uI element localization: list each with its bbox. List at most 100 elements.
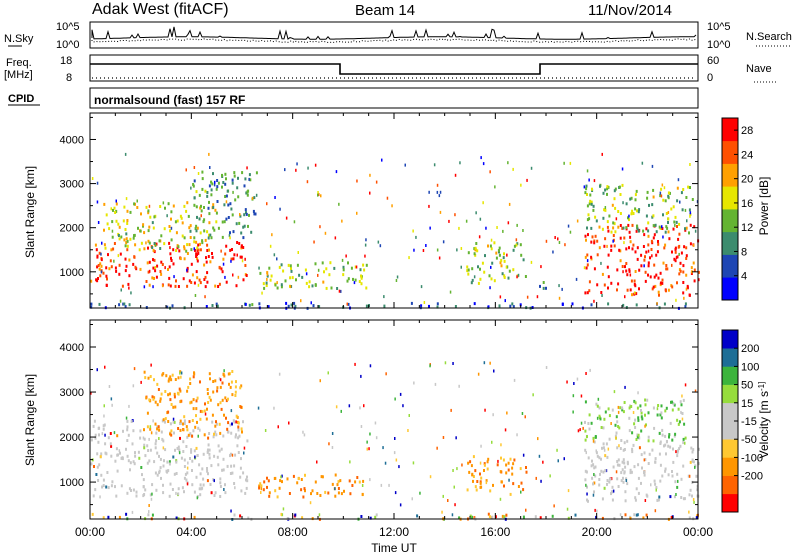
velocity-cell: [169, 422, 172, 426]
power-cell: [193, 203, 196, 207]
power-cell: [647, 261, 650, 265]
power-cell: [139, 267, 142, 271]
power-cell: [634, 270, 637, 273]
velocity-colorbar-tick-label: 15: [741, 398, 753, 410]
power-cell: [105, 266, 108, 270]
power-cell: [227, 216, 230, 219]
power-cell: [280, 283, 283, 287]
velocity-cell: [584, 448, 587, 452]
power-cell: [147, 209, 150, 213]
velocity-colorbar-segment: [722, 330, 738, 349]
velocity-cell: [596, 416, 599, 420]
velocity-cell: [170, 429, 173, 433]
power-cell: [161, 263, 164, 266]
velocity-cell: [636, 435, 639, 439]
power-cell: [682, 291, 685, 295]
power-cell: [651, 203, 654, 207]
velocity-cell: [660, 411, 663, 415]
velocity-cell: [634, 496, 637, 500]
velocity-cell: [622, 480, 625, 484]
velocity-cell: [278, 372, 281, 376]
velocity-cell: [623, 461, 626, 465]
velocity-cell: [602, 446, 605, 450]
power-cell: [365, 238, 367, 242]
velocity-cell: [150, 363, 152, 367]
velocity-cell: [592, 493, 595, 497]
velocity-cell: [494, 515, 497, 519]
power-cell: [501, 272, 504, 276]
power-cell: [244, 208, 247, 212]
power-cell: [118, 303, 121, 307]
freq-label-line2: [MHz]: [4, 69, 33, 81]
velocity-cell: [479, 461, 482, 465]
velocity-cell: [244, 491, 247, 495]
power-cell: [195, 252, 198, 256]
power-cell: [681, 208, 684, 212]
power-cell: [170, 259, 173, 262]
velocity-cell: [469, 460, 472, 464]
power-cell: [284, 279, 287, 283]
power-cell: [168, 225, 171, 228]
velocity-cell: [622, 476, 624, 480]
power-cell: [172, 262, 175, 266]
power-cell: [651, 215, 654, 219]
velocity-cell: [682, 398, 685, 402]
power-cell: [137, 226, 139, 230]
power-cell: [221, 220, 224, 224]
power-cell: [186, 284, 189, 288]
power-cell: [210, 193, 213, 197]
velocity-cell: [633, 399, 636, 403]
power-cell: [661, 227, 664, 230]
power-cell: [216, 200, 219, 203]
velocity-cell: [621, 460, 624, 464]
velocity-cell: [169, 482, 172, 486]
velocity-cell: [689, 488, 692, 492]
power-cell: [644, 270, 647, 274]
power-cell: [564, 243, 566, 247]
velocity-cell: [461, 463, 463, 467]
power-cell: [254, 212, 257, 216]
velocity-cell: [182, 450, 185, 453]
power-cell: [542, 281, 545, 284]
power-cell: [195, 190, 198, 194]
power-cell: [245, 212, 248, 216]
power-cell: [226, 189, 229, 193]
velocity-cell: [211, 413, 214, 417]
power-cell: [628, 268, 631, 272]
velocity-cell: [162, 483, 164, 487]
velocity-cell: [319, 494, 322, 497]
power-cell: [153, 250, 156, 254]
power-cell: [246, 193, 249, 197]
velocity-cell: [567, 489, 570, 493]
velocity-cell: [604, 410, 607, 414]
power-cell: [526, 178, 528, 182]
power-cell: [231, 213, 234, 217]
power-cell: [479, 277, 482, 281]
velocity-cell: [630, 405, 633, 408]
power-cell: [644, 279, 647, 283]
power-cell: [345, 254, 347, 258]
power-cell: [640, 253, 643, 257]
velocity-cell: [665, 440, 668, 444]
velocity-cell: [177, 445, 180, 449]
velocity-cell: [606, 482, 608, 486]
power-cell: [586, 218, 589, 222]
power-cell: [617, 225, 620, 229]
velocity-cell: [692, 448, 695, 452]
velocity-cell: [442, 436, 445, 439]
power-cell: [685, 254, 688, 258]
power-cell: [321, 261, 324, 265]
power-cell: [365, 304, 368, 308]
power-cell: [195, 205, 198, 209]
power-cell: [614, 187, 617, 191]
velocity-cell: [245, 486, 248, 490]
power-cell: [249, 178, 252, 182]
y-tick-label: 1000: [60, 267, 84, 279]
velocity-cell: [318, 513, 321, 517]
velocity-cell: [207, 401, 210, 404]
power-cell: [628, 230, 631, 234]
power-cell: [590, 200, 593, 204]
velocity-cell: [472, 479, 474, 483]
power-cell: [353, 281, 356, 285]
velocity-cell: [143, 446, 146, 450]
